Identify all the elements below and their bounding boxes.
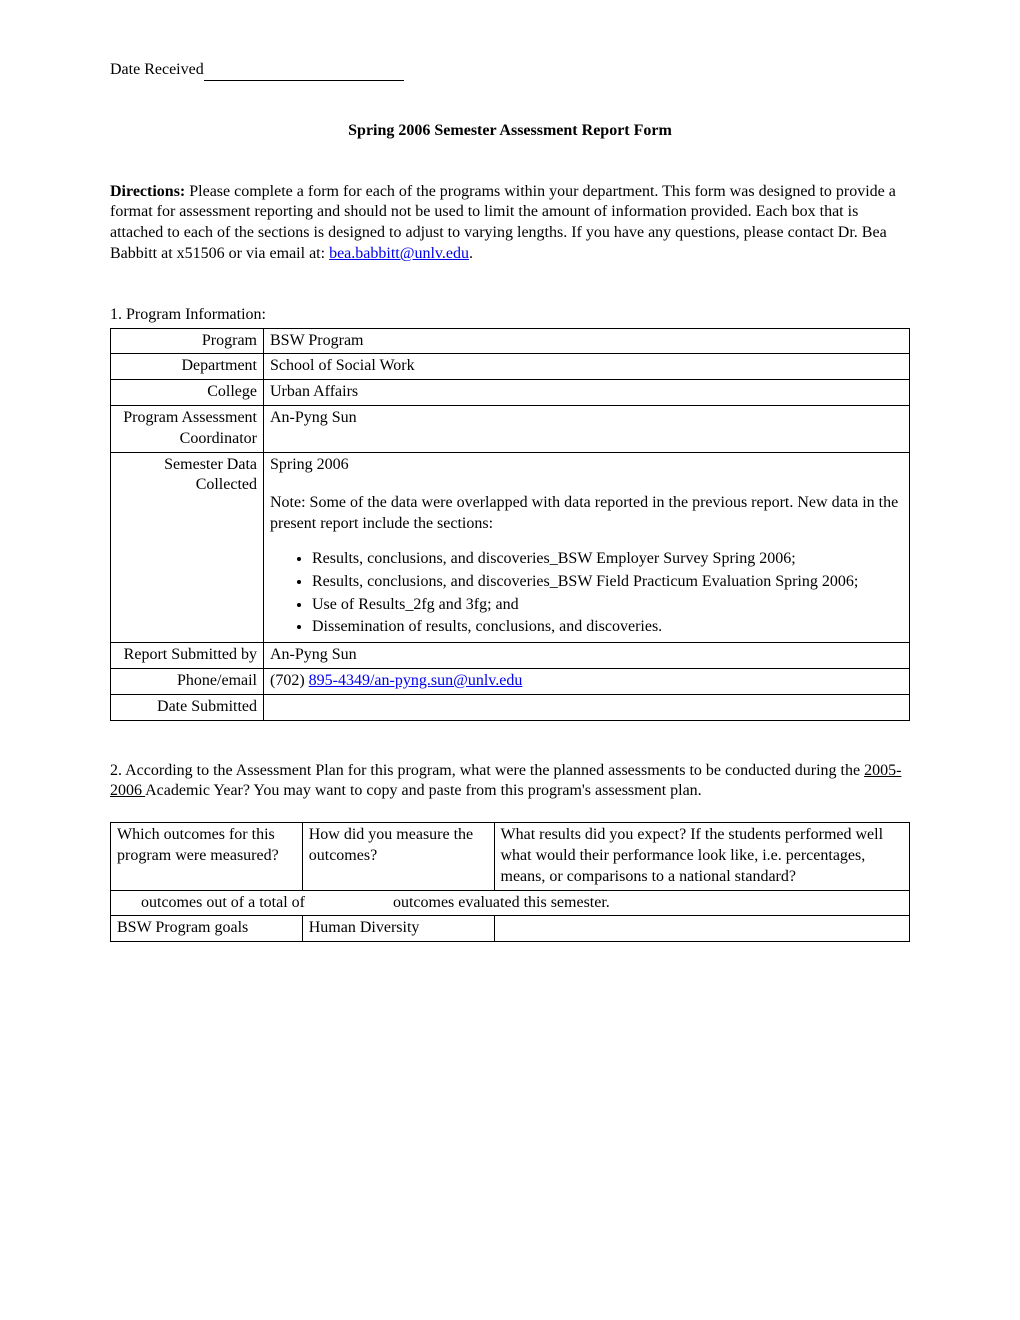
phone-prefix: (702): [270, 672, 309, 689]
list-item: Results, conclusions, and discoveries_BS…: [312, 572, 903, 593]
semester-value-cell: Spring 2006 Note: Some of the data were …: [264, 452, 910, 643]
list-item: Dissemination of results, conclusions, a…: [312, 617, 903, 638]
date-received-label: Date Received: [110, 61, 204, 78]
table-row: Semester Data Collected Spring 2006 Note…: [111, 452, 910, 643]
department-label: Department: [111, 354, 264, 380]
table-row: Program Assessment Coordinator An-Pyng S…: [111, 405, 910, 452]
program-info-table: Program BSW Program Department School of…: [110, 328, 910, 721]
outcomes-summary-text: outcomes out of a total of outcomes eval…: [117, 894, 610, 911]
phone-email-label: Phone/email: [111, 668, 264, 694]
outcomes-table: Which outcomes for this program were mea…: [110, 822, 910, 942]
outcomes-data-2: Human Diversity: [302, 916, 494, 942]
coordinator-label: Program Assessment Coordinator: [111, 405, 264, 452]
list-item: Use of Results_2fg and 3fg; and: [312, 595, 903, 616]
outcomes-header-2: How did you measure the outcomes?: [302, 823, 494, 890]
directions-label: Directions:: [110, 183, 185, 200]
section1-heading: 1. Program Information:: [110, 305, 910, 326]
table-row: College Urban Affairs: [111, 380, 910, 406]
department-value: School of Social Work: [264, 354, 910, 380]
directions-email-link[interactable]: bea.babbitt@unlv.edu: [329, 245, 469, 262]
table-row: Date Submitted: [111, 694, 910, 720]
section2-text-before: 2. According to the Assessment Plan for …: [110, 762, 864, 779]
table-row: BSW Program goals Human Diversity: [111, 916, 910, 942]
table-row: Report Submitted by An-Pyng Sun: [111, 643, 910, 669]
table-row: Program BSW Program: [111, 328, 910, 354]
section2-text-after: Academic Year? You may want to copy and …: [145, 782, 702, 799]
table-row: Phone/email (702) 895-4349/an-pyng.sun@u…: [111, 668, 910, 694]
outcomes-data-1: BSW Program goals: [111, 916, 303, 942]
semester-note: Note: Some of the data were overlapped w…: [270, 493, 903, 535]
submitted-by-label: Report Submitted by: [111, 643, 264, 669]
outcomes-data-3: [494, 916, 910, 942]
outcomes-header-3: What results did you expect? If the stud…: [494, 823, 910, 890]
college-label: College: [111, 380, 264, 406]
college-value: Urban Affairs: [264, 380, 910, 406]
directions-text: Please complete a form for each of the p…: [110, 183, 896, 262]
program-label: Program: [111, 328, 264, 354]
date-received-underline: [204, 64, 404, 81]
date-submitted-label: Date Submitted: [111, 694, 264, 720]
directions-paragraph: Directions: Please complete a form for e…: [110, 182, 910, 265]
semester-bullets: Results, conclusions, and discoveries_BS…: [270, 549, 903, 638]
semester-label: Semester Data Collected: [111, 452, 264, 643]
program-value: BSW Program: [264, 328, 910, 354]
table-row: Which outcomes for this program were mea…: [111, 823, 910, 890]
submitted-by-value: An-Pyng Sun: [264, 643, 910, 669]
outcomes-summary-row: outcomes out of a total of outcomes eval…: [111, 890, 910, 916]
section2-text: 2. According to the Assessment Plan for …: [110, 761, 910, 803]
phone-email-value: (702) 895-4349/an-pyng.sun@unlv.edu: [264, 668, 910, 694]
date-received-field: Date Received: [110, 60, 910, 81]
semester-value: Spring 2006: [270, 455, 903, 476]
directions-period: .: [469, 245, 473, 262]
coordinator-value: An-Pyng Sun: [264, 405, 910, 452]
table-row: outcomes out of a total of outcomes eval…: [111, 890, 910, 916]
page-title: Spring 2006 Semester Assessment Report F…: [110, 121, 910, 142]
list-item: Results, conclusions, and discoveries_BS…: [312, 549, 903, 570]
date-submitted-value: [264, 694, 910, 720]
phone-email-link[interactable]: 895-4349/an-pyng.sun@unlv.edu: [309, 672, 523, 689]
table-row: Department School of Social Work: [111, 354, 910, 380]
outcomes-header-1: Which outcomes for this program were mea…: [111, 823, 303, 890]
